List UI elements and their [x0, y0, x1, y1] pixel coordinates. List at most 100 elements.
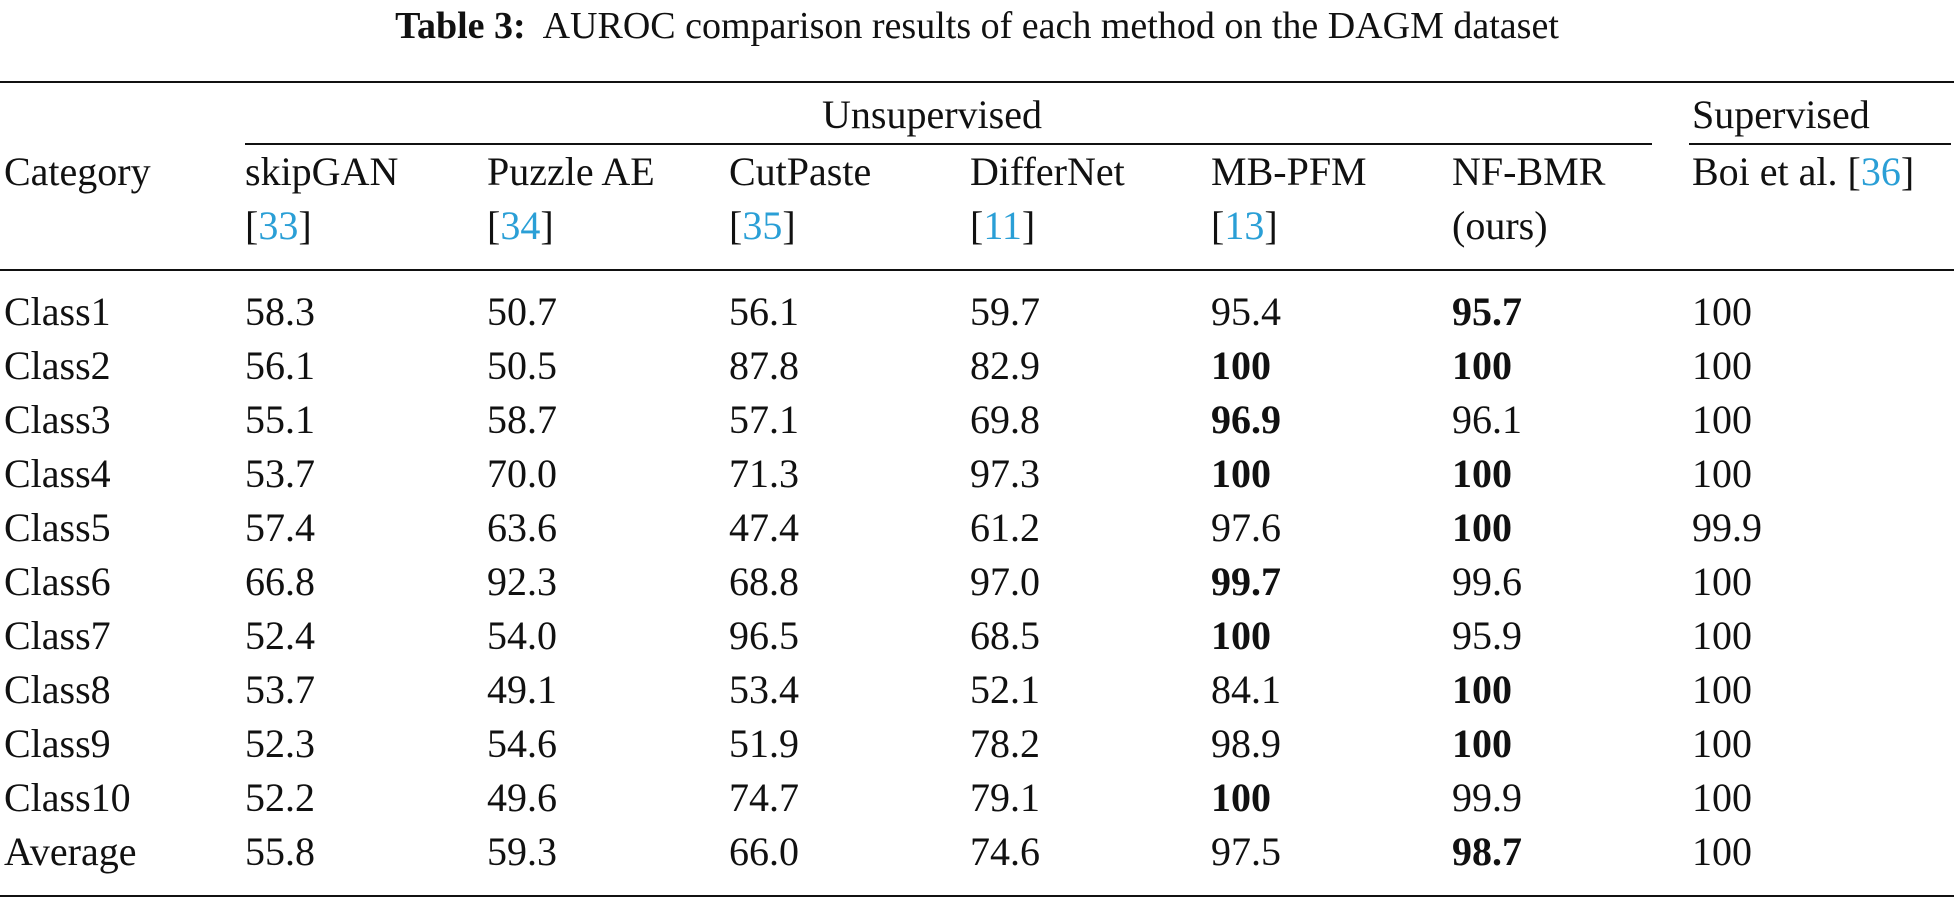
table-cell: 50.7: [487, 289, 557, 334]
table-cell: 95.4: [1211, 289, 1281, 334]
citation-link[interactable]: 34: [500, 203, 541, 248]
top-rule: [0, 81, 1954, 83]
column-header-name: DifferNet: [970, 149, 1125, 194]
table-cell: 100: [1692, 667, 1752, 712]
table-cell: 84.1: [1211, 667, 1281, 712]
table-cell: 54.6: [487, 721, 557, 766]
table-cell: 53.4: [729, 667, 799, 712]
column-header-name: CutPaste: [729, 149, 872, 194]
table-cell: 69.8: [970, 397, 1040, 442]
header-rule: [0, 269, 1954, 271]
column-header-name: Boi et al. [36]: [1692, 149, 1915, 194]
group-supervised: Supervised: [1692, 92, 1870, 137]
table-cell: 71.3: [729, 451, 799, 496]
table-cell: 58.7: [487, 397, 557, 442]
table-cell: 92.3: [487, 559, 557, 604]
table-cell: 100: [1211, 613, 1271, 658]
table-cell: 52.4: [245, 613, 315, 658]
caption-label: Table 3:: [395, 5, 526, 47]
row-label: Class1: [4, 289, 111, 334]
table-cell: 49.6: [487, 775, 557, 820]
bottom-rule: [0, 895, 1954, 897]
table-cell: 100: [1692, 559, 1752, 604]
citation-link[interactable]: 13: [1224, 203, 1265, 248]
citation-link[interactable]: 33: [258, 203, 299, 248]
table-caption: Table 3: AUROC comparison results of eac…: [0, 0, 1954, 58]
table-cell: 99.7: [1211, 559, 1281, 604]
table-cell: 100: [1692, 451, 1752, 496]
citation-link[interactable]: 36: [1860, 149, 1901, 194]
column-header-name: Puzzle AE: [487, 149, 655, 194]
table-cell: 100: [1452, 505, 1512, 550]
table-cell: 98.7: [1452, 829, 1522, 874]
table-cell: 82.9: [970, 343, 1040, 388]
table-cell: 100: [1692, 613, 1752, 658]
row-label: Class8: [4, 667, 111, 712]
table-cell: 100: [1452, 451, 1512, 496]
row-label: Class7: [4, 613, 111, 658]
table-cell: 100: [1211, 775, 1271, 820]
table-cell: 100: [1211, 451, 1271, 496]
table-cell: 57.4: [245, 505, 315, 550]
column-header-name: NF-BMR: [1452, 149, 1606, 194]
table-cell: 53.7: [245, 667, 315, 712]
column-header-name: MB-PFM: [1211, 149, 1367, 194]
column-header-name: skipGAN: [245, 149, 399, 194]
table-cell: 95.9: [1452, 613, 1522, 658]
table-cell: 96.5: [729, 613, 799, 658]
table-cell: 59.3: [487, 829, 557, 874]
column-header-category: Category: [4, 149, 151, 194]
table-cell: 99.6: [1452, 559, 1522, 604]
table-cell: 47.4: [729, 505, 799, 550]
table-cell: 100: [1211, 343, 1271, 388]
table-cell: 97.5: [1211, 829, 1281, 874]
table-cell: 52.2: [245, 775, 315, 820]
table-cell: 56.1: [245, 343, 315, 388]
unsupervised-underline: [245, 143, 1652, 145]
table-cell: 100: [1692, 721, 1752, 766]
table-cell: 66.8: [245, 559, 315, 604]
table-cell: 95.7: [1452, 289, 1522, 334]
row-label: Class3: [4, 397, 111, 442]
table-cell: 100: [1692, 343, 1752, 388]
table-cell: 100: [1692, 289, 1752, 334]
row-label: Class10: [4, 775, 131, 820]
table-cell: 97.3: [970, 451, 1040, 496]
table-cell: 97.0: [970, 559, 1040, 604]
table-cell: 68.8: [729, 559, 799, 604]
table-cell: 68.5: [970, 613, 1040, 658]
column-header-citation: [11]: [970, 203, 1036, 248]
row-label: Class4: [4, 451, 111, 496]
group-unsupervised: Unsupervised: [822, 92, 1042, 137]
table-cell: 51.9: [729, 721, 799, 766]
table-cell: 53.7: [245, 451, 315, 496]
supervised-underline: [1689, 143, 1951, 145]
table-cell: 49.1: [487, 667, 557, 712]
table-cell: 98.9: [1211, 721, 1281, 766]
table-cell: 54.0: [487, 613, 557, 658]
row-label: Class6: [4, 559, 111, 604]
table-cell: 100: [1452, 343, 1512, 388]
table-cell: 55.8: [245, 829, 315, 874]
table-cell: 78.2: [970, 721, 1040, 766]
table-cell: 63.6: [487, 505, 557, 550]
column-header-citation: [35]: [729, 203, 796, 248]
table-cell: 52.1: [970, 667, 1040, 712]
table-cell: 97.6: [1211, 505, 1281, 550]
table-cell: 61.2: [970, 505, 1040, 550]
table-cell: 99.9: [1452, 775, 1522, 820]
table-cell: 96.1: [1452, 397, 1522, 442]
table-cell: 56.1: [729, 289, 799, 334]
row-label: Class5: [4, 505, 111, 550]
table-cell: 50.5: [487, 343, 557, 388]
table-cell: 74.7: [729, 775, 799, 820]
table-cell: 59.7: [970, 289, 1040, 334]
table-cell: 57.1: [729, 397, 799, 442]
table-cell: 100: [1692, 829, 1752, 874]
citation-link[interactable]: 35: [742, 203, 783, 248]
row-label: Class2: [4, 343, 111, 388]
table-cell: 100: [1692, 775, 1752, 820]
table-cell: 100: [1452, 721, 1512, 766]
column-header-subtitle: (ours): [1452, 203, 1548, 248]
citation-link[interactable]: 11: [983, 203, 1022, 248]
